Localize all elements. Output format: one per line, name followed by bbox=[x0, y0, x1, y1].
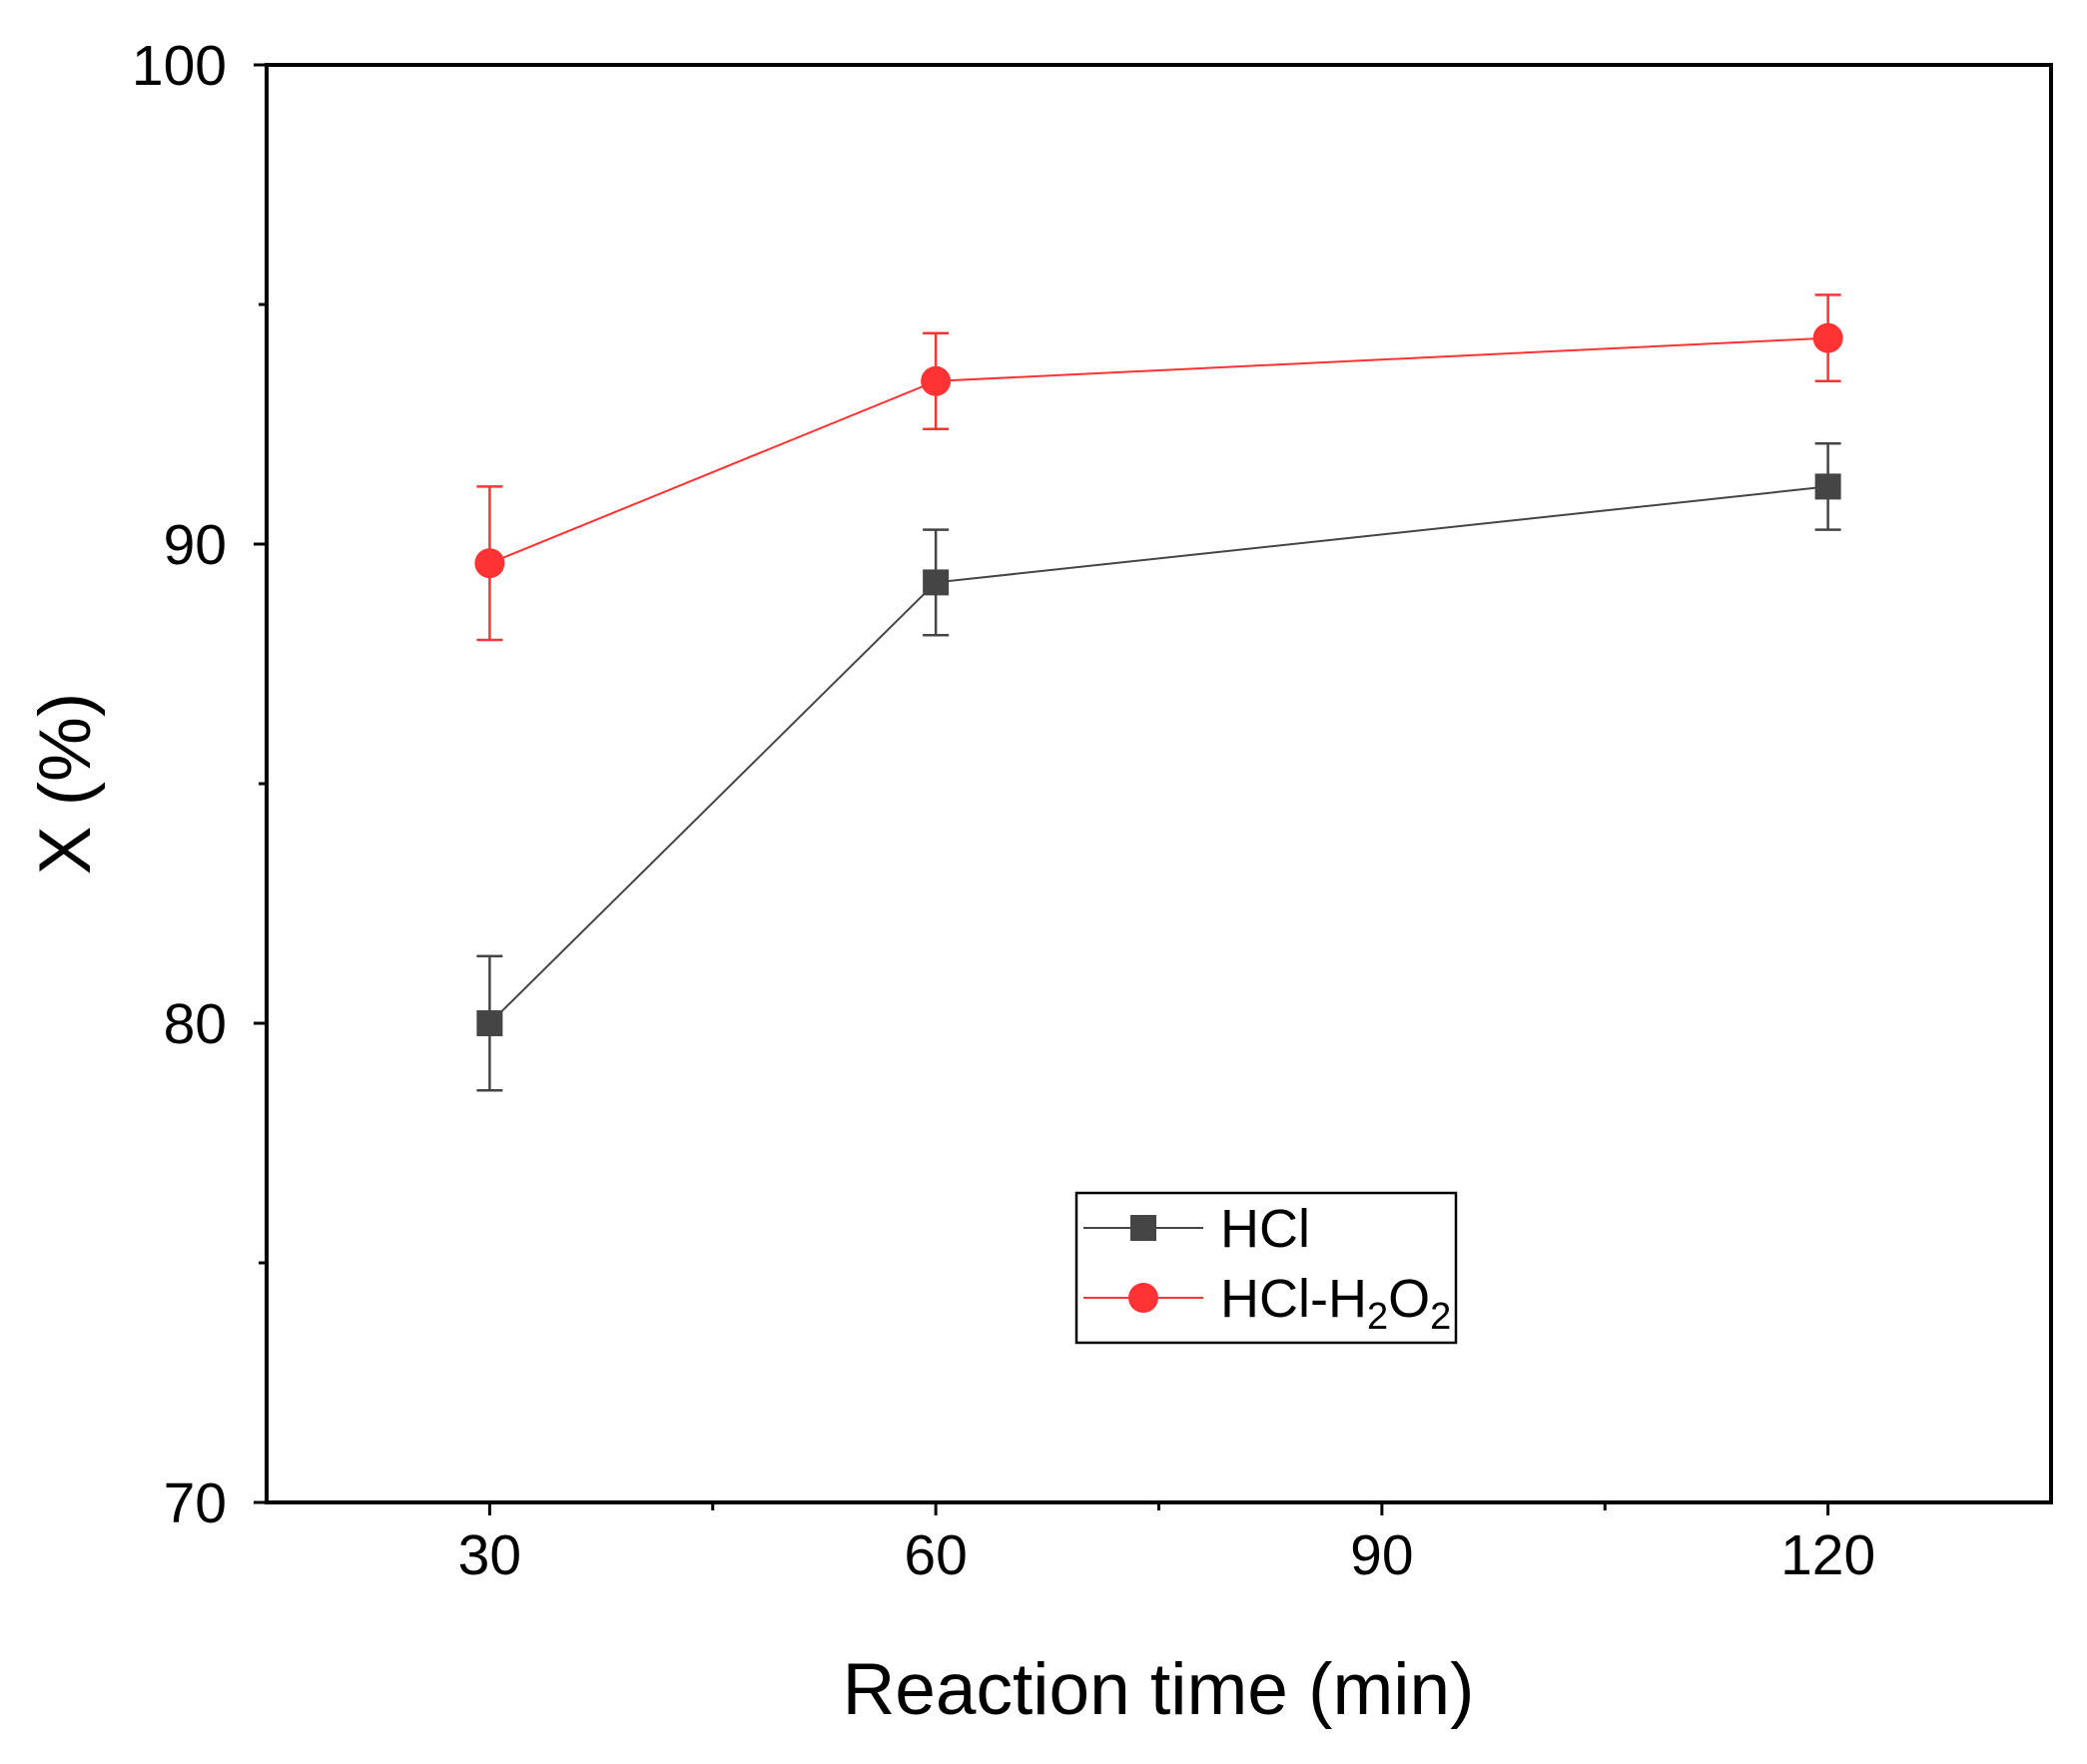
plot-layer bbox=[474, 294, 1843, 1092]
data-point bbox=[921, 365, 952, 396]
x-tick-label: 90 bbox=[1350, 1523, 1413, 1587]
legend-marker bbox=[1130, 1215, 1156, 1241]
data-point bbox=[476, 1010, 503, 1036]
legend-text-part: HCl bbox=[1220, 1199, 1310, 1259]
legend-label: HCl-H2O2 bbox=[1220, 1269, 1451, 1338]
legend-item: HCl-H2O2 bbox=[1083, 1269, 1451, 1338]
data-point bbox=[1812, 322, 1843, 353]
y-tick-label: 80 bbox=[164, 992, 227, 1056]
legend-subscript: 2 bbox=[1430, 1296, 1451, 1338]
y-tick-label: 90 bbox=[164, 513, 227, 577]
legend-item: HCl bbox=[1083, 1199, 1310, 1259]
legend-label: HCl bbox=[1220, 1199, 1310, 1259]
legend-text-part: O bbox=[1388, 1269, 1430, 1329]
x-tick-label: 60 bbox=[904, 1523, 967, 1587]
data-point bbox=[474, 548, 505, 579]
x-tick-label: 120 bbox=[1780, 1523, 1875, 1587]
legend-marker bbox=[1128, 1283, 1158, 1313]
legend-subscript: 2 bbox=[1367, 1296, 1388, 1338]
data-point bbox=[923, 569, 950, 596]
data-point bbox=[1814, 473, 1841, 500]
y-axis-title: X (%) bbox=[25, 693, 106, 876]
y-tick-label: 100 bbox=[132, 34, 227, 98]
x-tick-label: 30 bbox=[458, 1523, 521, 1587]
legend-text-part: HCl-H bbox=[1220, 1269, 1367, 1329]
ticks-layer: 30 60 90 120 70 80 90 100 bbox=[132, 34, 1875, 1587]
series-hcl-h2o2 bbox=[474, 294, 1843, 642]
series-hcl bbox=[476, 441, 1841, 1092]
y-tick-label: 70 bbox=[164, 1471, 227, 1535]
x-axis-title: Reaction time (min) bbox=[843, 1649, 1475, 1730]
